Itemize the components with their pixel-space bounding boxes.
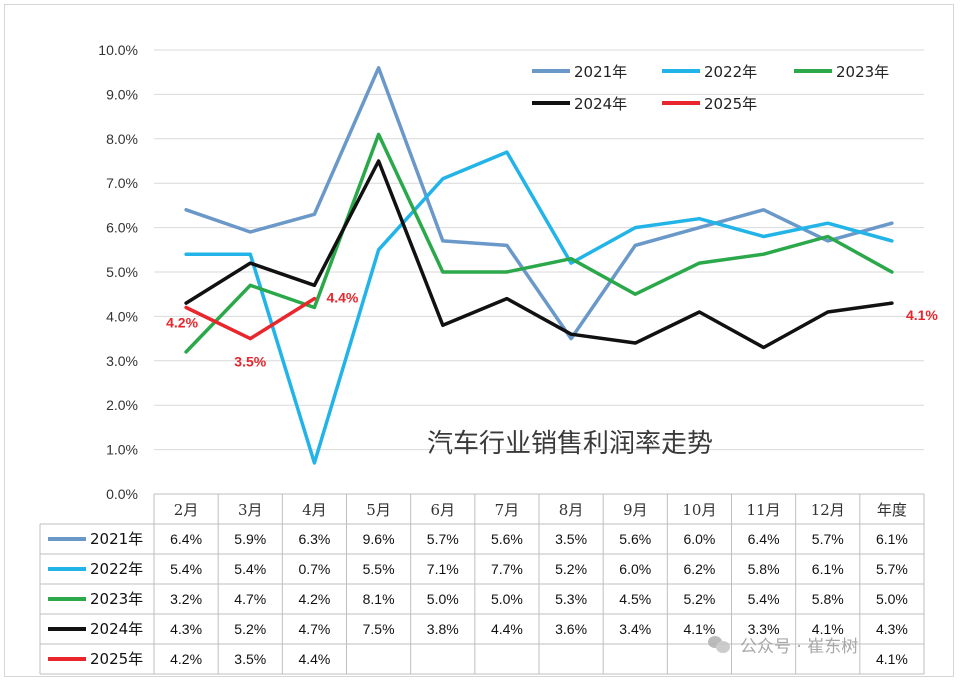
table-cell-value: 5.8% bbox=[812, 591, 844, 607]
table-cell-value: 7.5% bbox=[363, 621, 395, 637]
table-cell-value: 4.7% bbox=[234, 591, 266, 607]
chart-title: 汽车行业销售利润率走势 bbox=[427, 429, 713, 459]
table-cell-value: 4.7% bbox=[298, 621, 330, 637]
annotation-label: 4.2% bbox=[166, 315, 198, 331]
table-series-name: 2024年 bbox=[90, 620, 143, 638]
legend-label: 2023年 bbox=[836, 63, 889, 81]
annotation-label: 4.4% bbox=[326, 290, 358, 306]
category-label: 7月 bbox=[495, 501, 520, 519]
table-cell-value: 3.3% bbox=[748, 621, 780, 637]
table-series-name: 2022年 bbox=[90, 560, 143, 578]
table-cell-value: 5.9% bbox=[234, 531, 266, 547]
table-cell-value: 0.7% bbox=[298, 561, 330, 577]
category-label: 5月 bbox=[366, 501, 391, 519]
table-cell-value: 5.0% bbox=[491, 591, 523, 607]
table-cell-value: 5.7% bbox=[427, 531, 459, 547]
y-tick-label: 8.0% bbox=[106, 131, 138, 147]
table-cell-value: 5.4% bbox=[234, 561, 266, 577]
y-tick-label: 10.0% bbox=[98, 42, 138, 58]
annotation-label: 3.5% bbox=[234, 354, 266, 370]
table-cell-value: 4.1% bbox=[683, 621, 715, 637]
table-cell-value: 4.4% bbox=[298, 651, 330, 667]
legend-label: 2021年 bbox=[574, 63, 627, 81]
category-label: 8月 bbox=[559, 501, 584, 519]
table-cell-value: 5.4% bbox=[170, 561, 202, 577]
y-tick-label: 7.0% bbox=[106, 175, 138, 191]
legend-label: 2024年 bbox=[574, 95, 627, 113]
category-label: 2月 bbox=[174, 501, 199, 519]
table-cell-value: 5.4% bbox=[748, 591, 780, 607]
series-line bbox=[184, 159, 894, 350]
y-tick-label: 0.0% bbox=[106, 486, 138, 502]
y-tick-label: 3.0% bbox=[106, 353, 138, 369]
table-cell-value: 3.5% bbox=[234, 651, 266, 667]
y-tick-label: 5.0% bbox=[106, 264, 138, 280]
table-cell-value: 7.7% bbox=[491, 561, 523, 577]
table-cell-value: 5.6% bbox=[619, 531, 651, 547]
y-tick-label: 4.0% bbox=[106, 308, 138, 324]
table-cell-value: 6.1% bbox=[876, 531, 908, 547]
legend-label: 2022年 bbox=[704, 63, 757, 81]
series-line bbox=[184, 66, 894, 341]
table-cell-value: 5.7% bbox=[812, 531, 844, 547]
y-tick-label: 2.0% bbox=[106, 397, 138, 413]
table-cell-value: 5.2% bbox=[555, 561, 587, 577]
category-label: 年度 bbox=[877, 501, 907, 519]
table-cell-value: 5.5% bbox=[363, 561, 395, 577]
category-label: 4月 bbox=[302, 501, 327, 519]
legend-label: 2025年 bbox=[704, 95, 757, 113]
table-cell-value: 6.0% bbox=[683, 531, 715, 547]
table-cell-value: 3.8% bbox=[427, 621, 459, 637]
table-cell-value: 5.7% bbox=[876, 561, 908, 577]
table-cell-value: 5.8% bbox=[748, 561, 780, 577]
category-label: 6月 bbox=[430, 501, 455, 519]
table-cell-value: 5.0% bbox=[876, 591, 908, 607]
table-cell-value: 4.5% bbox=[619, 591, 651, 607]
table-cell-value: 3.5% bbox=[555, 531, 587, 547]
table-cell-value: 3.2% bbox=[170, 591, 202, 607]
annotation-label: 4.1% bbox=[906, 307, 938, 323]
table-cell-value: 4.3% bbox=[876, 621, 908, 637]
table-cell-value: 5.3% bbox=[555, 591, 587, 607]
series-line bbox=[184, 132, 894, 354]
table-cell-value: 8.1% bbox=[363, 591, 395, 607]
category-label: 9月 bbox=[623, 501, 648, 519]
table-cell-value: 3.4% bbox=[619, 621, 651, 637]
table-cell-value: 9.6% bbox=[363, 531, 395, 547]
table-cell-value: 4.1% bbox=[812, 621, 844, 637]
table-cell-value: 6.4% bbox=[748, 531, 780, 547]
table-cell-value: 6.2% bbox=[683, 561, 715, 577]
category-label: 3月 bbox=[238, 501, 263, 519]
table-cell-value: 7.1% bbox=[427, 561, 459, 577]
series-line bbox=[184, 296, 317, 341]
table-cell-value: 5.2% bbox=[234, 621, 266, 637]
series-line bbox=[184, 150, 894, 465]
category-label: 11月 bbox=[747, 501, 781, 519]
y-tick-label: 9.0% bbox=[106, 86, 138, 102]
table-series-name: 2023年 bbox=[90, 590, 143, 608]
category-label: 12月 bbox=[811, 501, 845, 519]
table-cell-value: 6.0% bbox=[619, 561, 651, 577]
table-cell-value: 4.1% bbox=[876, 651, 908, 667]
table-cell-value: 6.3% bbox=[298, 531, 330, 547]
table-cell-value: 4.4% bbox=[491, 621, 523, 637]
y-tick-label: 6.0% bbox=[106, 220, 138, 236]
table-cell-value: 6.1% bbox=[812, 561, 844, 577]
y-tick-label: 1.0% bbox=[106, 442, 138, 458]
table-cell-value: 6.4% bbox=[170, 531, 202, 547]
table-cell-value: 3.6% bbox=[555, 621, 587, 637]
table-cell-value: 4.3% bbox=[170, 621, 202, 637]
table-cell-value: 5.6% bbox=[491, 531, 523, 547]
table-cell-value: 4.2% bbox=[170, 651, 202, 667]
table-series-name: 2021年 bbox=[90, 530, 143, 548]
table-cell-value: 5.0% bbox=[427, 591, 459, 607]
table-cell-value: 4.2% bbox=[298, 591, 330, 607]
table-series-name: 2025年 bbox=[90, 650, 143, 668]
table-cell-value: 5.2% bbox=[683, 591, 715, 607]
category-label: 10月 bbox=[682, 501, 716, 519]
chart-frame bbox=[4, 4, 954, 677]
